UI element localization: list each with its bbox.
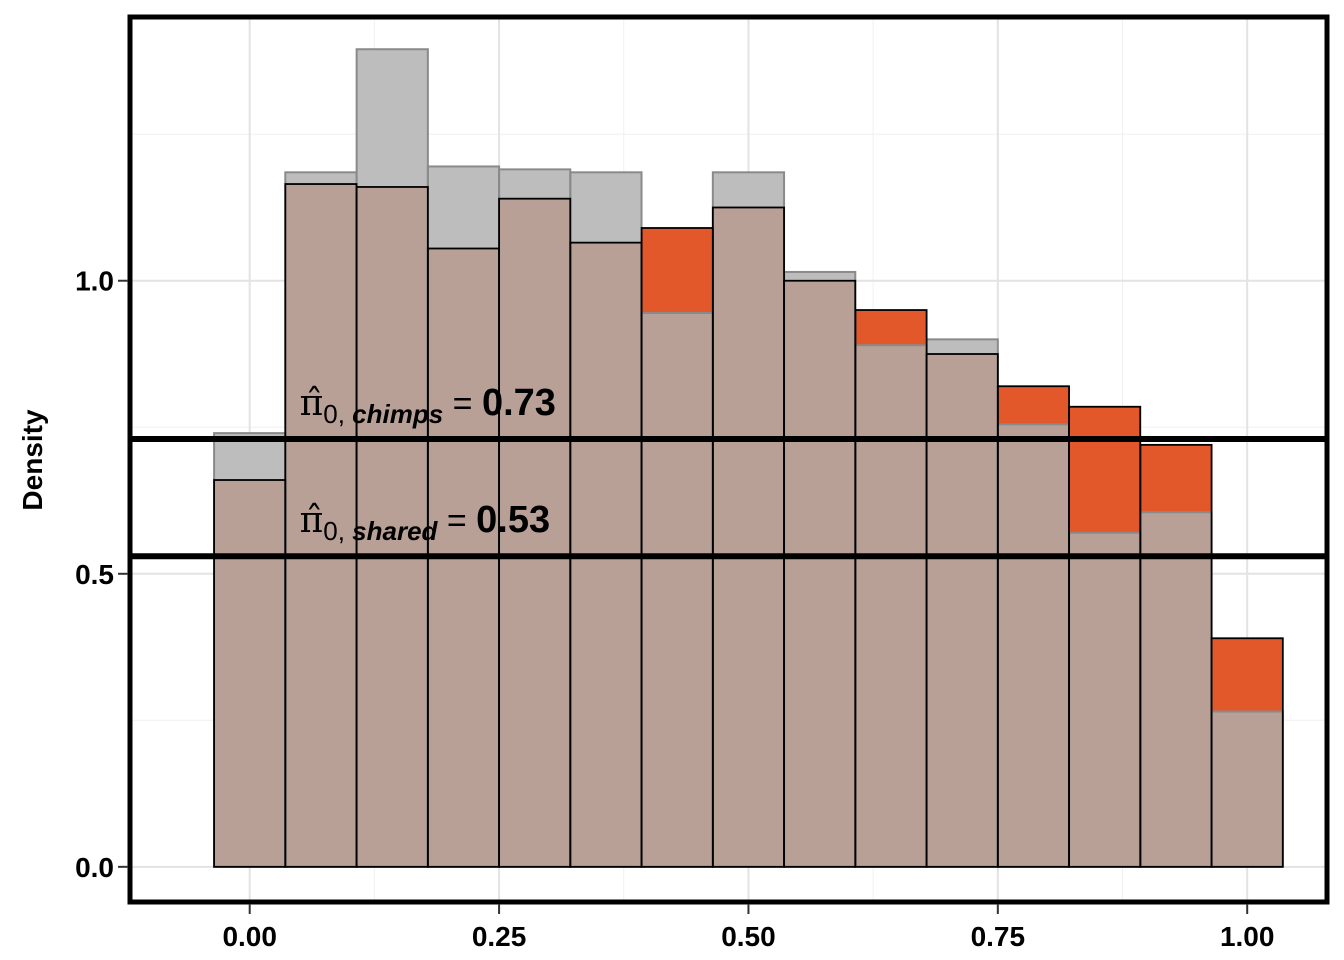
bar-overlap-7 (712, 207, 785, 867)
x-tick-label-0: 0.00 (222, 921, 277, 952)
bar-overlap-6 (641, 312, 713, 867)
bar-series1-excess-12 (1069, 406, 1141, 533)
y-tick-label-1: 0.5 (75, 559, 114, 590)
bar-series1-excess-9 (855, 310, 927, 346)
bar-overlap-11 (997, 424, 1070, 867)
bar-series1-excess-6 (641, 227, 713, 313)
plot-border (127, 14, 1330, 905)
bar-series2-excess-8 (784, 271, 856, 281)
x-tick-label-3: 0.75 (971, 921, 1026, 952)
bar-overlap-14 (1211, 711, 1283, 867)
bar-series2-excess-3 (427, 166, 500, 249)
hline-label-0: π̂0, chimps = 0.73 (300, 382, 556, 429)
x-tick-label-2: 0.50 (721, 921, 776, 952)
reference-lines: π̂0, chimps = 0.73 π̂0, shared = 0.53 (130, 382, 1327, 560)
bar-overlap-1 (285, 184, 357, 867)
y-tick-label-0: 0.0 (75, 852, 114, 883)
bar-series2-excess-1 (285, 172, 357, 185)
bar-series1-excess-11 (997, 386, 1070, 425)
bar-series2-excess-10 (926, 339, 998, 355)
bar-overlap-9 (855, 345, 927, 867)
bar-series2-excess-5 (570, 172, 642, 243)
bar-series1-excess-14 (1211, 638, 1283, 712)
x-tick-label-1: 0.25 (472, 921, 527, 952)
bar-series2-excess-7 (712, 172, 785, 208)
y-axis-title: Density (17, 409, 48, 511)
bar-overlap-8 (784, 280, 856, 867)
bar-overlap-12 (1069, 532, 1141, 867)
bar-overlap-4 (499, 198, 571, 867)
x-tick-label-4: 1.00 (1220, 921, 1275, 952)
bar-overlap-10 (926, 354, 998, 867)
bar-overlap-2 (356, 186, 428, 867)
bar-series2-excess-4 (499, 169, 571, 199)
bar-overlap-13 (1140, 512, 1212, 867)
x-axis: 0.00 0.25 0.50 0.75 1.00 (222, 904, 1274, 952)
bar-overlap-0 (214, 480, 286, 867)
bar-series1-excess-13 (1140, 444, 1212, 513)
bar-series2-excess-2 (356, 49, 428, 187)
bar-series1-outline-14 (1210, 637, 1284, 868)
hline-label-1: π̂0, shared = 0.53 (300, 499, 551, 546)
y-axis: 0.0 0.5 1.0 (75, 266, 128, 883)
y-tick-label-2: 1.0 (75, 266, 114, 297)
